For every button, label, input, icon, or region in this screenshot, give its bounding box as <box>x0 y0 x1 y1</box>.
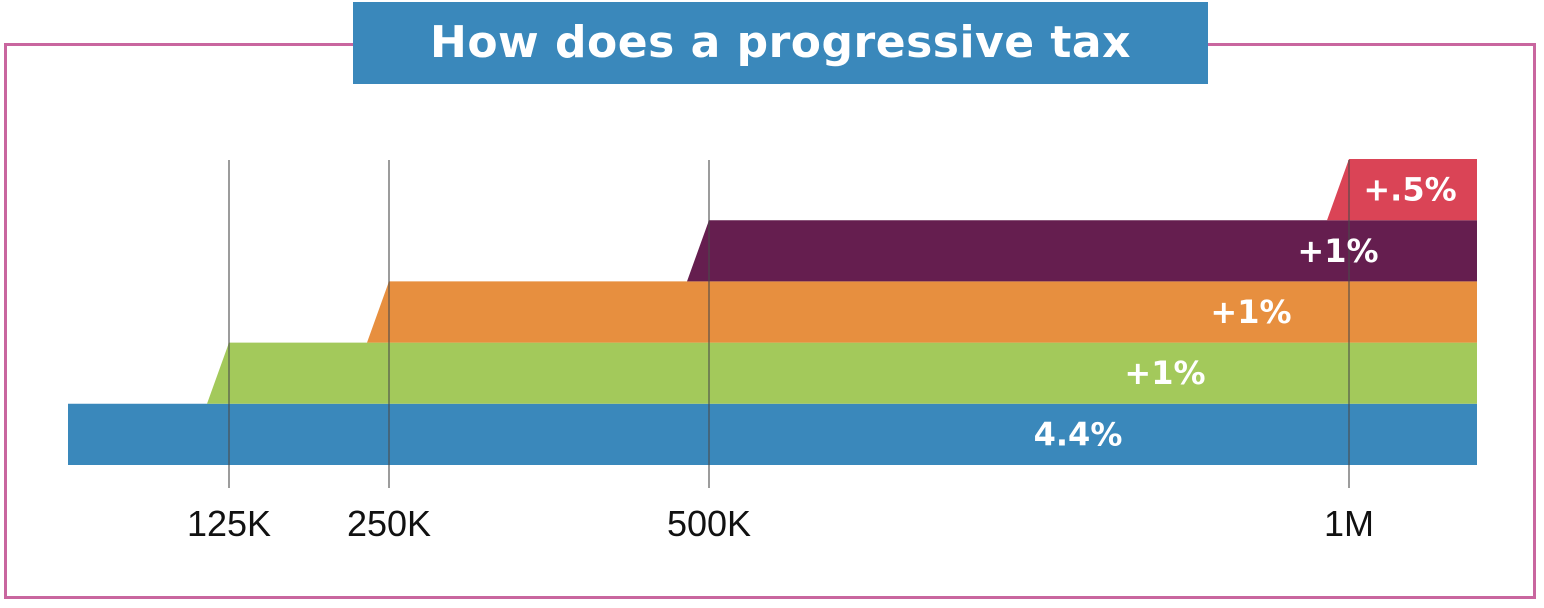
chart-title: How does a progressive tax work? <box>353 2 1208 150</box>
x-tick-label-1: 125K <box>187 503 271 544</box>
bracket-rate-label-5: +.5% <box>1363 171 1456 209</box>
bracket-rate-label-1: 4.4% <box>1034 415 1123 453</box>
bracket-bar-1 <box>68 403 1477 465</box>
bracket-bar-2 <box>207 342 1477 404</box>
bracket-bar-4 <box>687 220 1477 282</box>
x-tick-label-3: 500K <box>667 503 751 544</box>
bracket-bar-5 <box>1327 159 1477 221</box>
bracket-rate-label-2: +1% <box>1124 354 1205 392</box>
bracket-rate-label-4: +1% <box>1297 232 1378 270</box>
x-tick-label-2: 250K <box>347 503 431 544</box>
bracket-rate-label-3: +1% <box>1210 293 1291 331</box>
x-tick-label-4: 1M <box>1324 503 1374 544</box>
bracket-bar-3 <box>367 281 1477 343</box>
